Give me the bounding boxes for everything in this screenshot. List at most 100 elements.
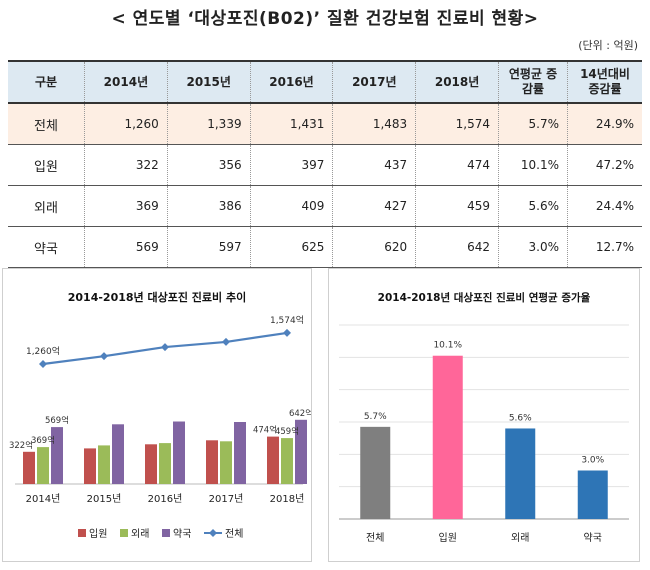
row-label: 입원 — [8, 144, 85, 186]
bar-약국 — [577, 470, 608, 519]
table-cell: 459 — [415, 185, 499, 227]
unit-label: (단위 : 억원) — [578, 39, 638, 52]
table-row-total: 전체 1,260 1,339 1,431 1,483 1,574 5.7% 24… — [8, 103, 642, 145]
legend-marker — [209, 529, 217, 537]
header-vs2014-growth: 14년대비 증감률 — [567, 60, 642, 104]
bar-data-label: 3.0% — [581, 456, 604, 466]
bar-data-label: 5.6% — [509, 413, 532, 423]
header-category: 구분 — [8, 60, 85, 104]
line-data-label: 1,260억 — [26, 345, 60, 357]
bar-입원 — [206, 440, 218, 484]
bar-약국 — [173, 421, 185, 484]
legend-label: 전체 — [225, 528, 243, 540]
x-tick-label: 2014년 — [26, 493, 61, 505]
table-cell: 10.1% — [498, 144, 568, 186]
table-header-row: 구분 2014년 2015년 2016년 2017년 2018년 연평균 증감률… — [8, 60, 642, 104]
bar-data-label: 642억 — [289, 408, 311, 419]
table-cell: 427 — [332, 185, 416, 227]
table-cell: 1,574 — [415, 103, 499, 145]
table-cell: 24.4% — [567, 185, 642, 227]
table-cell: 642 — [415, 226, 499, 268]
table-cell: 409 — [249, 185, 333, 227]
table-cell: 437 — [332, 144, 416, 186]
bar-외래 — [159, 443, 171, 484]
table-cell: 369 — [84, 185, 168, 227]
bar-data-label: 459억 — [275, 426, 299, 437]
table-cell: 12.7% — [567, 226, 642, 268]
x-tick-label: 2015년 — [87, 493, 122, 505]
x-tick-label: 2018년 — [270, 493, 305, 505]
line-point — [100, 352, 108, 361]
growth-chart: 2014-2018년 대상포진 진료비 연평균 증가율 5.7% 전체 10.1% 입원… — [339, 291, 629, 544]
table-row-pharmacy: 약국 569 597 625 620 642 3.0% 12.7% — [8, 226, 642, 268]
table-cell: 322 — [84, 144, 168, 186]
chart-title: 2014-2018년 대상포진 진료비 연평균 증가율 — [378, 291, 591, 304]
bar-입원 — [267, 436, 279, 484]
bar-입원 — [23, 451, 35, 484]
row-label: 약국 — [8, 226, 85, 268]
x-tick-label: 2016년 — [148, 493, 183, 505]
table-cell: 47.2% — [567, 144, 642, 186]
table-row-outpatient: 외래 369 386 409 427 459 5.6% 24.4% — [8, 185, 642, 227]
trend-chart-panel: 2014-2018년 대상포진 진료비 추이 2014년 2015년 2016년 201… — [2, 268, 312, 562]
table-cell: 397 — [249, 144, 333, 186]
bar-약국 — [112, 424, 124, 484]
bar-외래 — [98, 445, 110, 484]
bar-외래 — [505, 428, 536, 519]
header-2015: 2015년 — [166, 60, 251, 104]
legend-swatch — [78, 529, 86, 537]
header-2017: 2017년 — [332, 60, 416, 104]
table-cell: 597 — [166, 226, 251, 268]
line-data-label: 1,574억 — [270, 314, 304, 326]
table-cell: 5.6% — [498, 185, 568, 227]
table-row-inpatient: 입원 322 356 397 437 474 10.1% 47.2% — [8, 144, 642, 186]
legend-label: 외래 — [131, 528, 149, 540]
bar-data-label: 569억 — [45, 415, 69, 426]
line-point — [283, 328, 291, 337]
bar-전체 — [360, 426, 391, 519]
table-cell: 356 — [166, 144, 251, 186]
trend-chart: 2014-2018년 대상포진 진료비 추이 2014년 2015년 2016년 201… — [9, 290, 311, 540]
bar-외래 — [220, 441, 232, 484]
header-2018: 2018년 — [415, 60, 499, 104]
line-point — [161, 343, 169, 352]
bar-data-label: 5.7% — [364, 412, 387, 422]
bar-약국 — [234, 422, 246, 484]
table-cell: 1,260 — [84, 103, 168, 145]
table-cell: 1,483 — [332, 103, 416, 145]
x-tick-label: 입원 — [439, 531, 457, 544]
header-2014: 2014년 — [84, 60, 168, 104]
chart-title: 2014-2018년 대상포진 진료비 추이 — [68, 290, 246, 304]
table-cell: 1,431 — [249, 103, 333, 145]
table-cell: 24.9% — [567, 103, 642, 145]
row-label: 외래 — [8, 185, 85, 227]
legend-swatch — [120, 529, 128, 537]
bar-data-label: 10.1% — [433, 341, 462, 351]
bar-입원 — [145, 444, 157, 484]
bar-입원 — [432, 355, 463, 519]
bar-data-label: 369억 — [31, 435, 55, 446]
table-cell: 3.0% — [498, 226, 568, 268]
table-cell: 5.7% — [498, 103, 568, 145]
header-avg-growth: 연평균 증감률 — [498, 60, 568, 104]
table-cell: 620 — [332, 226, 416, 268]
bar-약국 — [295, 419, 307, 484]
table-cell: 625 — [249, 226, 333, 268]
growth-chart-panel: 2014-2018년 대상포진 진료비 연평균 증가율 5.7% 전체 10.1% 입원… — [328, 268, 640, 562]
bar-data-label: 474억 — [253, 425, 277, 436]
bar-입원 — [84, 448, 96, 484]
table-cell: 474 — [415, 144, 499, 186]
legend-swatch — [162, 529, 170, 537]
legend-label: 약국 — [173, 528, 191, 540]
bar-외래 — [281, 438, 293, 484]
table-cell: 386 — [166, 185, 251, 227]
legend-label: 입원 — [89, 527, 107, 540]
x-tick-label: 외래 — [511, 532, 529, 544]
line-point — [222, 337, 230, 346]
line-point — [39, 360, 47, 368]
table-cell: 1,339 — [166, 103, 251, 145]
x-tick-label: 전체 — [366, 532, 384, 544]
page-title: < 연도별 ‘대상포진(B02)’ 질환 건강보험 진료비 현황> — [111, 9, 539, 29]
x-tick-label: 약국 — [584, 532, 602, 544]
bar-외래 — [37, 447, 49, 484]
